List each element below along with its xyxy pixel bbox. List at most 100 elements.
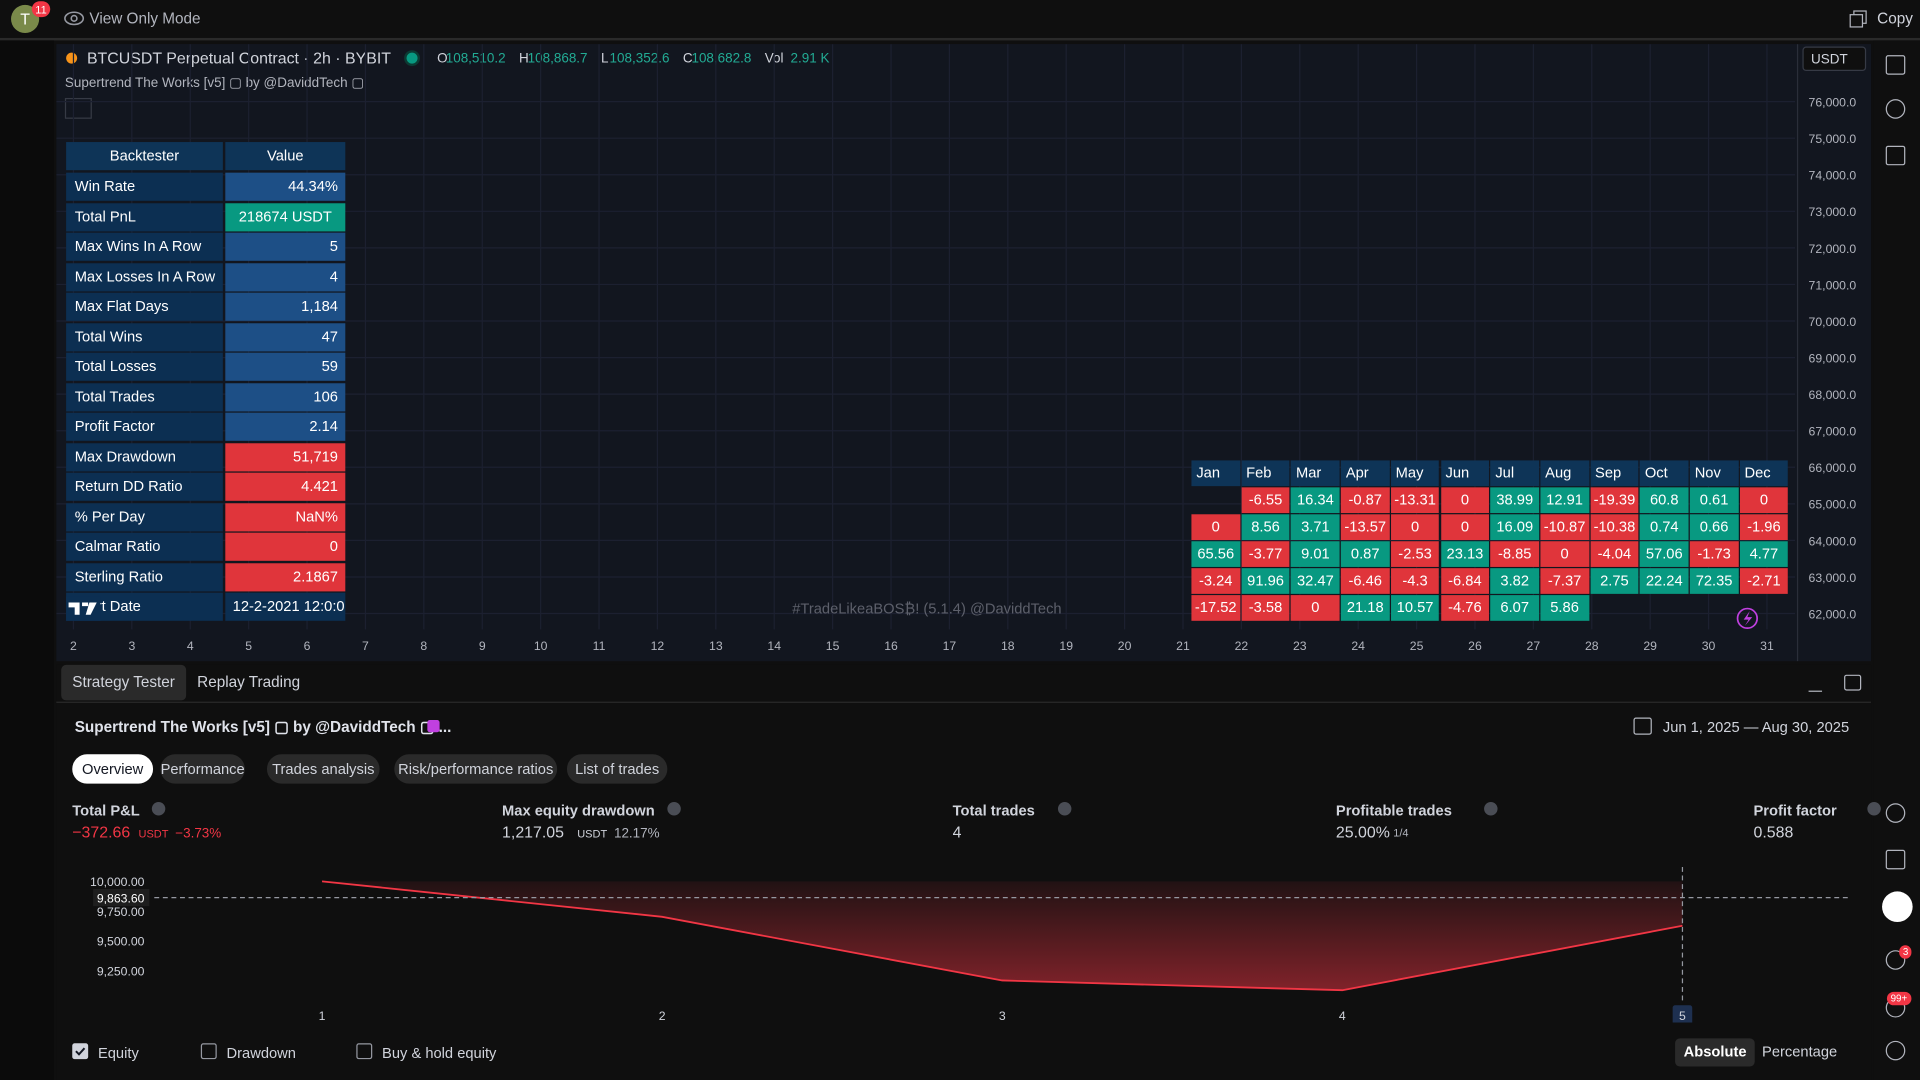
row-label: Return DD Ratio	[66, 472, 223, 501]
calendar-icon	[1633, 717, 1652, 735]
collapse-button[interactable]	[64, 97, 92, 119]
price-label: 70,000.0	[1809, 315, 1857, 329]
time-label: 5	[245, 639, 252, 653]
checkbox[interactable]	[200, 1043, 217, 1060]
time-label: 9	[479, 639, 486, 653]
month-cell: 32.47	[1291, 568, 1340, 594]
toolbar-icon[interactable]	[1885, 1040, 1906, 1061]
x-tick-label: 1	[319, 1009, 326, 1022]
subtab[interactable]: Overview	[72, 754, 154, 784]
metric-extra: 1/4	[1393, 826, 1409, 839]
month-cell: 21.18	[1340, 595, 1390, 621]
toolbar-icon-active[interactable]	[1882, 891, 1913, 923]
panel-tab[interactable]: Replay Trading	[197, 673, 301, 691]
month-header: Feb	[1241, 460, 1290, 487]
time-label: 7	[362, 639, 369, 653]
toolbar-icon[interactable]	[1885, 55, 1906, 75]
month-header: Aug	[1540, 460, 1589, 487]
subtab[interactable]: Trades analysis	[266, 754, 380, 784]
info-icon	[1057, 802, 1072, 816]
copy-button[interactable]: Copy	[1877, 9, 1913, 27]
time-label: 12	[651, 639, 665, 653]
month-cell: -10.38	[1590, 514, 1639, 540]
time-label: 15	[826, 639, 840, 653]
metric-value: 0.588	[1753, 822, 1794, 842]
month-cell: -6.84	[1440, 568, 1490, 594]
y-tick-label: 10,000.00	[90, 875, 145, 889]
time-label: 21	[1176, 639, 1190, 653]
metric-value: 25.00%	[1335, 822, 1390, 842]
metric-label: Max equity drawdown	[502, 802, 655, 820]
month-cell: -4.04	[1590, 541, 1639, 567]
row-label: Win Rate	[66, 172, 223, 201]
equity-chart: 10,000.00 9,750.00 9,500.00 9,250.00 9,863.6…	[90, 866, 1852, 1023]
metric-label: Profitable trades	[1335, 802, 1452, 820]
toolbar-badge: 3	[1899, 945, 1912, 959]
row-value: 1,184	[225, 292, 346, 321]
month-cell: 57.06	[1639, 541, 1689, 567]
month-cell: 0.61	[1689, 487, 1739, 514]
time-label: 8	[420, 639, 427, 653]
live-dot	[406, 52, 418, 64]
time-label: 17	[943, 639, 957, 653]
price-label: 64,000.0	[1809, 534, 1857, 548]
minimize-icon[interactable]	[1808, 690, 1823, 692]
x-tick-highlight	[1672, 1005, 1693, 1023]
subtab[interactable]: Risk/performance ratios	[394, 754, 558, 784]
toolbar-icon[interactable]	[1885, 803, 1906, 823]
panel-tab[interactable]: Strategy Tester	[61, 664, 186, 701]
metric-label: Total P&L	[72, 802, 140, 820]
checkbox[interactable]	[356, 1043, 373, 1060]
toolbar-icon[interactable]	[1885, 849, 1906, 870]
month-cell: -3.58	[1241, 595, 1290, 621]
checkbox[interactable]	[72, 1043, 89, 1060]
month-cell: 60.8	[1639, 487, 1689, 514]
month-cell: -2.53	[1390, 541, 1440, 567]
month-header: Jun	[1440, 460, 1490, 487]
month-cell: -2.71	[1739, 568, 1789, 594]
eye-icon	[64, 11, 85, 26]
row-label: Calmar Ratio	[66, 532, 223, 561]
toolbar-icon[interactable]	[1885, 99, 1906, 119]
left-strip	[0, 40, 54, 1080]
time-label: 6	[304, 639, 311, 653]
x-tick-label: 3	[999, 1009, 1006, 1022]
info-icon	[151, 802, 166, 816]
month-cell: 0	[1739, 487, 1789, 514]
time-label: 10	[534, 639, 548, 653]
month-header: Apr	[1340, 460, 1390, 487]
month-cell: 12.91	[1540, 487, 1589, 514]
ohlc-key: O	[437, 51, 448, 67]
currency-select[interactable]: USDT	[1802, 46, 1867, 72]
row-value: 5	[225, 232, 346, 261]
time-label: 25	[1410, 639, 1424, 653]
time-label: 26	[1468, 639, 1482, 653]
row-label: Total Wins	[66, 322, 223, 351]
indicator-title: Supertrend The Works [v5] ▢ by @DaviddTe…	[64, 75, 365, 91]
month-cell: 3.71	[1291, 514, 1340, 540]
time-label: 24	[1351, 639, 1365, 653]
row-value: 4	[225, 262, 346, 291]
subtab[interactable]: List of trades	[566, 754, 668, 784]
row-label: Total Trades	[66, 382, 223, 411]
date-range[interactable]: Jun 1, 2025 — Aug 30, 2025	[1662, 718, 1850, 736]
month-cell: -13.57	[1340, 514, 1390, 540]
mode-toggle[interactable]: Absolute	[1675, 1038, 1756, 1067]
maximize-icon[interactable]	[1844, 674, 1862, 691]
month-cell: 0.66	[1689, 514, 1739, 540]
row-value: 59	[225, 352, 346, 381]
time-label: 22	[1235, 639, 1249, 653]
month-cell: 65.56	[1191, 541, 1241, 567]
month-header: Mar	[1291, 460, 1340, 487]
toolbar-icon[interactable]	[1885, 145, 1906, 166]
symbol-title: BTCUSDT Perpetual Contract · 2h · BYBIT	[86, 48, 391, 68]
time-label: 27	[1527, 639, 1541, 653]
price-label: 65,000.0	[1809, 498, 1857, 512]
month-cell: -17.52	[1191, 595, 1241, 621]
month-cell: 0	[1440, 514, 1490, 540]
mode-toggle[interactable]: Percentage	[1762, 1043, 1838, 1061]
toolbar-icon[interactable]	[1885, 950, 1906, 970]
subtab[interactable]: Performance	[160, 754, 245, 784]
status-dot	[66, 52, 78, 64]
